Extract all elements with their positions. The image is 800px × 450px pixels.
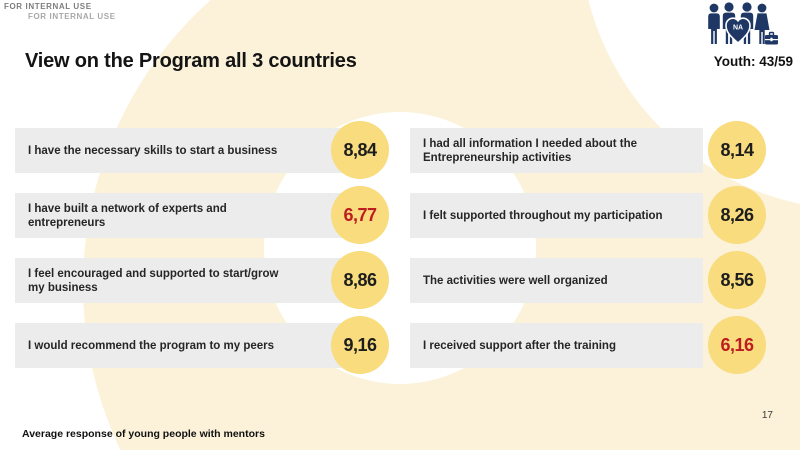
statement-bar: I had all information I needed about the… <box>410 128 703 173</box>
statement-text: I have the necessary skills to start a b… <box>28 144 278 157</box>
statement-text: I would recommend the program to my peer… <box>28 339 275 352</box>
statement-row: I felt supported throughout my participa… <box>410 186 768 244</box>
statement-bar: The activities were well organized <box>410 258 703 303</box>
person-icon <box>754 3 770 44</box>
statement-text: I feel encouraged and supported to start… <box>28 267 279 294</box>
score-circle: 8,56 <box>708 251 766 309</box>
statement-row: I have built a network of experts and en… <box>15 186 391 244</box>
classification-label-1: FOR INTERNAL USE <box>4 2 92 11</box>
score-circle: 6,77 <box>331 186 389 244</box>
heart-label: NA <box>733 25 743 32</box>
score-circle: 8,84 <box>331 121 389 179</box>
statement-bar: I have built a network of experts and en… <box>15 193 348 238</box>
statement-text: I felt supported throughout my participa… <box>423 209 663 222</box>
score-circle: 8,86 <box>331 251 389 309</box>
person-icon <box>708 3 720 44</box>
page-number: 17 <box>761 410 773 421</box>
statement-row: The activities were well organized 8,56 <box>410 251 768 309</box>
statement-bar: I received support after the training <box>410 323 703 368</box>
statement-bar: I would recommend the program to my peer… <box>15 323 348 368</box>
statement-text: I received support after the training <box>423 339 616 352</box>
statement-bar: I felt supported throughout my participa… <box>410 193 703 238</box>
score-circle: 8,26 <box>708 186 766 244</box>
briefcase-icon <box>765 31 778 45</box>
classification-label-2: FOR INTERNAL USE <box>28 12 116 21</box>
slide-title: View on the Program all 3 countries <box>25 50 357 72</box>
youth-group-icon: NA <box>708 2 778 45</box>
statement-bar: I feel encouraged and supported to start… <box>15 258 348 303</box>
statement-row: I feel encouraged and supported to start… <box>15 251 391 309</box>
statement-row: I received support after the training 6,… <box>410 316 768 374</box>
statement-bar: I have the necessary skills to start a b… <box>15 128 348 173</box>
statement-text: I had all information I needed about the… <box>423 137 638 164</box>
statement-text: The activities were well organized <box>423 274 608 287</box>
score-circle: 8,14 <box>708 121 766 179</box>
statement-row: I had all information I needed about the… <box>410 121 768 179</box>
statement-row: I would recommend the program to my peer… <box>15 316 391 374</box>
footnote: Average response of young people with me… <box>22 428 265 440</box>
heart-icon: NA <box>725 17 751 45</box>
youth-count-badge: Youth: 43/59 <box>713 54 793 69</box>
statement-text: I have built a network of experts and en… <box>28 202 227 229</box>
score-circle: 9,16 <box>331 316 389 374</box>
score-circle: 6,16 <box>708 316 766 374</box>
statement-row: I have the necessary skills to start a b… <box>15 121 391 179</box>
